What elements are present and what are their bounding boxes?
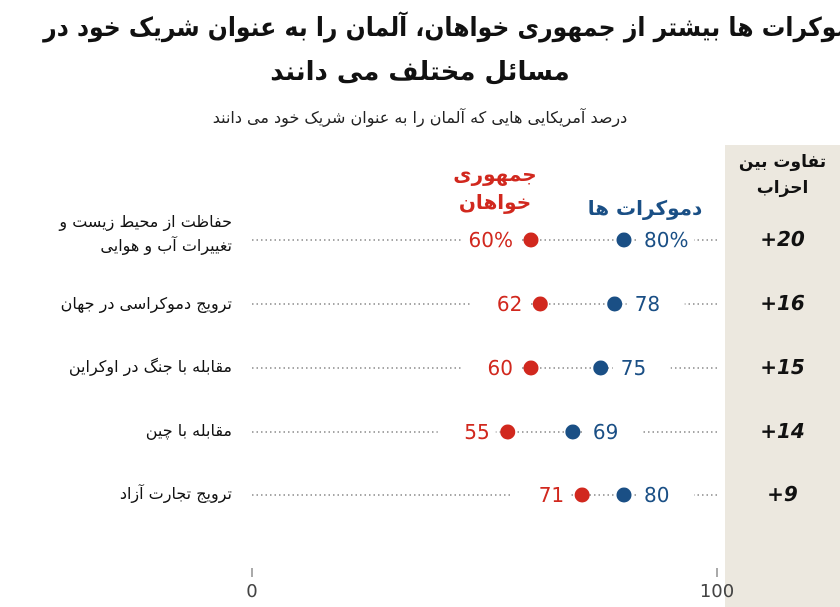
republican-value-label: 71: [539, 483, 564, 507]
label-background: [626, 292, 685, 316]
difference-value: +15: [760, 355, 805, 379]
panel-header: تفاوت بین احزاب: [738, 152, 827, 198]
democrat-value-label: 80%: [644, 228, 688, 252]
difference-value: +16: [760, 291, 805, 315]
label-background: [612, 356, 671, 380]
category-label: ترویج تجارت آزاد: [119, 484, 232, 503]
label-background: [636, 228, 694, 252]
x-tick-label: 100: [700, 581, 734, 602]
republican-dot: [523, 360, 539, 376]
republican-dot: [500, 424, 516, 440]
democrat-dot: [607, 296, 623, 312]
democrat-dot: [616, 232, 632, 248]
difference-value: +9: [767, 482, 798, 506]
chart-title-line2: مسائل مختلف می دانند: [270, 57, 570, 87]
democrat-value-label: 80: [644, 483, 669, 507]
chart-subtitle: درصد آمریکایی هایی که آلمان را به عنوان …: [212, 108, 628, 127]
category-label: حفاظت از محیط زیست و تغییرات آب و هوایی: [59, 212, 232, 255]
label-background: [461, 356, 519, 380]
republican-value-label: 60: [488, 356, 513, 380]
label-background: [461, 228, 519, 252]
democrat-dot: [616, 487, 632, 503]
x-tick-label: 0: [246, 581, 257, 602]
legend-democrats: دموکرات ها: [587, 196, 703, 220]
democrat-value-label: 78: [635, 292, 660, 316]
chart-title-line1-box: دموکرات ها بیشتر از جمهوری خواهان، آلمان…: [0, 6, 840, 50]
difference-value: +14: [760, 419, 805, 443]
republican-dot: [532, 296, 548, 312]
chart-title-line1: دموکرات ها بیشتر از جمهوری خواهان، آلمان…: [43, 13, 840, 43]
difference-value: +20: [760, 227, 805, 251]
category-label: مقابله با جنگ در اوکراین: [68, 357, 232, 376]
label-background: [636, 483, 694, 507]
category-label: ترویج دموکراسی در جهان: [60, 294, 232, 313]
democrat-dot: [593, 360, 609, 376]
democrat-dot: [565, 424, 581, 440]
label-background: [584, 420, 643, 444]
republican-value-label: 55: [464, 420, 489, 444]
republican-value-label: 60%: [469, 228, 513, 252]
republican-value-label: 62: [497, 292, 522, 316]
label-background: [470, 292, 529, 316]
category-label: مقابله با چین: [145, 421, 232, 440]
republican-dot: [523, 232, 539, 248]
difference-panel: تفاوت بین احزاب +20 +16 +15 +14 +9: [725, 145, 840, 607]
democrat-value-label: 75: [621, 356, 646, 380]
label-background: [512, 483, 571, 507]
chart-title-line2-box: مسائل مختلف می دانند: [0, 50, 840, 94]
republican-dot: [574, 487, 590, 503]
legend-republicans: جمهوری خواهان: [453, 162, 537, 214]
label-background: [437, 420, 496, 444]
democrat-value-label: 69: [593, 420, 618, 444]
